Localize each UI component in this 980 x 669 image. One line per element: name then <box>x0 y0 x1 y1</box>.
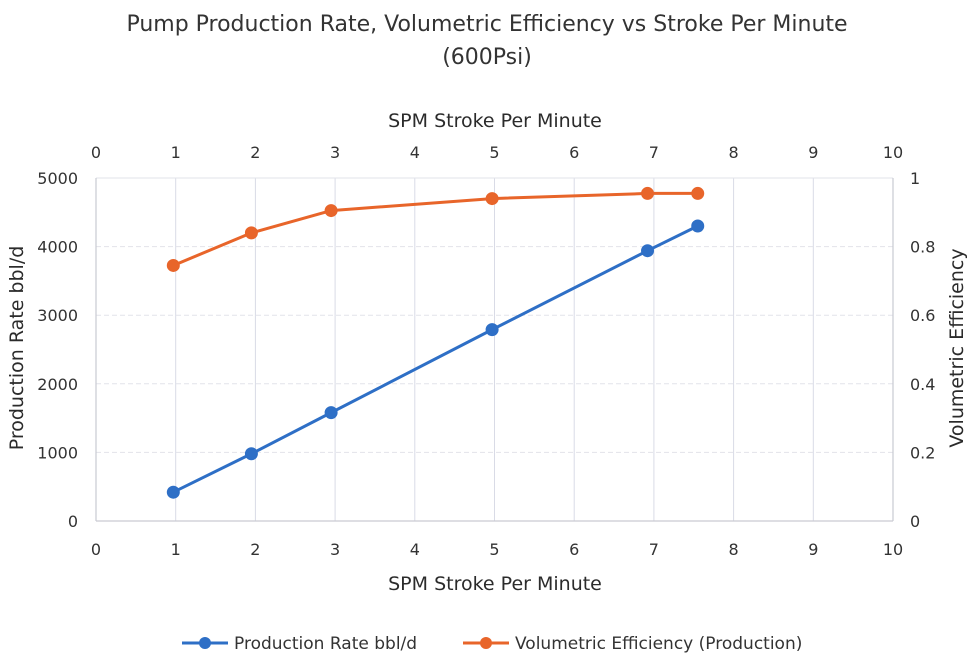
data-point-production <box>244 447 258 461</box>
data-point-efficiency <box>485 192 499 206</box>
x-tick-label: 7 <box>649 540 659 559</box>
x2-tick-label: 0 <box>91 143 101 162</box>
x-tick-label: 1 <box>171 540 181 559</box>
data-point-production <box>485 323 499 337</box>
data-point-production <box>691 219 705 233</box>
x2-tick-label: 10 <box>883 143 903 162</box>
legend-label-efficiency: Volumetric Efficiency (Production) <box>515 634 802 654</box>
series-line-production <box>172 224 699 494</box>
legend-label-production: Production Rate bbl/d <box>234 634 417 654</box>
x2-tick-label: 4 <box>410 143 420 162</box>
x2-tick-label: 6 <box>569 143 579 162</box>
x2-tick-label: 8 <box>729 143 739 162</box>
y-tick-label: 3000 <box>37 306 78 325</box>
data-point-production <box>166 485 180 499</box>
series-line-efficiency <box>172 191 698 267</box>
y2-tick-label: 0.8 <box>910 238 935 257</box>
y-tick-label: 5000 <box>37 169 78 188</box>
chart-subtitle: (600Psi) <box>442 45 532 70</box>
x-tick-label: 8 <box>729 540 739 559</box>
y-tick-label: 2000 <box>37 375 78 394</box>
legend: Production Rate bbl/d Volumetric Efficie… <box>182 634 802 654</box>
data-point-production <box>324 406 338 420</box>
y-tick-label: 4000 <box>37 238 78 257</box>
y-tick-label: 1000 <box>37 443 78 462</box>
tick-labels: 0011223344556677889910100100020003000400… <box>37 143 935 559</box>
y2-tick-label: 0 <box>910 512 920 531</box>
legend-item-production: Production Rate bbl/d <box>182 634 417 654</box>
x2-tick-label: 7 <box>649 143 659 162</box>
x2-tick-label: 2 <box>250 143 260 162</box>
data-point-production <box>641 244 655 258</box>
x-tick-label: 4 <box>410 540 420 559</box>
x2-tick-label: 9 <box>808 143 818 162</box>
y2-tick-label: 0.4 <box>910 375 935 394</box>
data-point-efficiency <box>324 204 338 218</box>
axes <box>95 178 894 522</box>
y2-tick-label: 0.6 <box>910 306 935 325</box>
y2-tick-label: 1 <box>910 169 920 188</box>
x-tick-label: 0 <box>91 540 101 559</box>
data-point-efficiency <box>244 226 258 240</box>
y2-tick-label: 0.2 <box>910 443 935 462</box>
x2-tick-label: 5 <box>489 143 499 162</box>
x-tick-label: 10 <box>883 540 903 559</box>
x-tick-label: 5 <box>489 540 499 559</box>
gridlines <box>96 177 893 521</box>
series <box>166 186 705 499</box>
y-axis-title: Production Rate bbl/d <box>6 246 28 451</box>
x-tick-label: 6 <box>569 540 579 559</box>
legend-marker-efficiency <box>480 637 492 649</box>
x2-tick-label: 1 <box>171 143 181 162</box>
legend-marker-production <box>199 637 211 649</box>
x-tick-label: 2 <box>250 540 260 559</box>
data-point-efficiency <box>166 258 180 272</box>
data-point-efficiency <box>641 186 655 200</box>
y2-axis-title: Volumetric Efficiency <box>946 248 968 447</box>
data-point-efficiency <box>691 186 705 200</box>
chart-title: Pump Production Rate, Volumetric Efficie… <box>126 12 847 37</box>
x-tick-label: 9 <box>808 540 818 559</box>
x2-tick-label: 3 <box>330 143 340 162</box>
y-tick-label: 0 <box>68 512 78 531</box>
legend-item-efficiency: Volumetric Efficiency (Production) <box>463 634 802 654</box>
x-axis-title: SPM Stroke Per Minute <box>388 573 602 595</box>
x-tick-label: 3 <box>330 540 340 559</box>
x2-axis-title: SPM Stroke Per Minute <box>388 110 602 132</box>
